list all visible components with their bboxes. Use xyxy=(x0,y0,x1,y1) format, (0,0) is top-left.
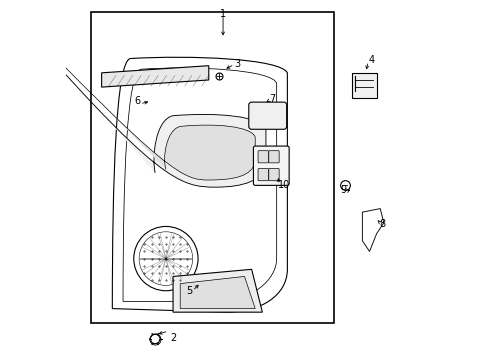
FancyBboxPatch shape xyxy=(248,102,286,129)
Text: 7: 7 xyxy=(269,94,275,104)
Text: 3: 3 xyxy=(234,59,240,69)
Text: 5: 5 xyxy=(185,287,192,296)
Text: 9: 9 xyxy=(340,185,346,195)
FancyBboxPatch shape xyxy=(253,146,288,185)
FancyBboxPatch shape xyxy=(268,151,279,163)
Bar xyxy=(91,12,333,323)
FancyBboxPatch shape xyxy=(258,151,268,163)
FancyBboxPatch shape xyxy=(258,168,268,181)
Polygon shape xyxy=(180,276,255,309)
Text: 6: 6 xyxy=(134,96,140,107)
Polygon shape xyxy=(102,66,208,87)
Text: 2: 2 xyxy=(170,333,176,343)
Text: 4: 4 xyxy=(367,55,374,65)
PathPatch shape xyxy=(164,125,255,180)
FancyBboxPatch shape xyxy=(268,168,279,181)
PathPatch shape xyxy=(154,114,265,187)
Text: 8: 8 xyxy=(379,219,385,229)
FancyBboxPatch shape xyxy=(351,73,376,98)
Text: 10: 10 xyxy=(277,180,289,190)
Polygon shape xyxy=(173,269,262,312)
Text: 1: 1 xyxy=(220,9,225,19)
